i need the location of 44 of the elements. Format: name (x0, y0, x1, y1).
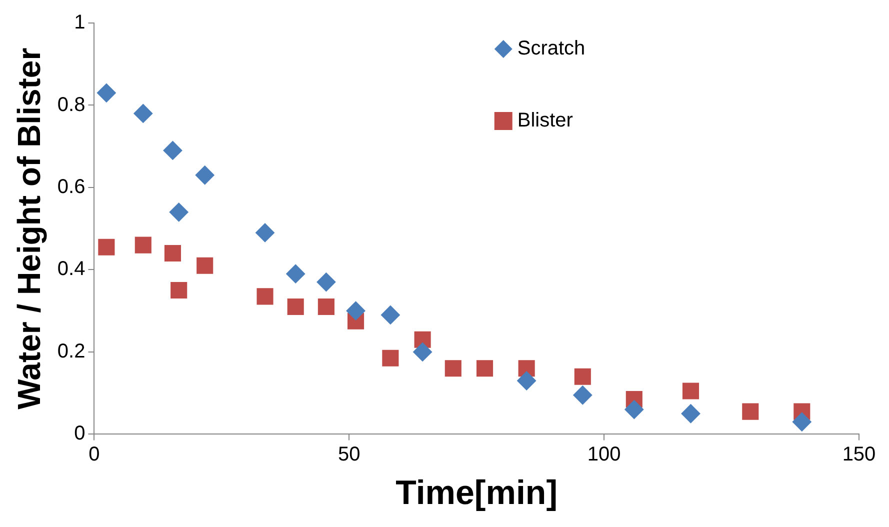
point (380, 305, 400, 324)
x-tick-label: 150 (842, 444, 876, 466)
point (256, 223, 275, 242)
point (517, 371, 536, 390)
y-tick-label: 0.8 (57, 94, 86, 116)
point (682, 382, 700, 400)
point (681, 404, 700, 424)
point (413, 342, 432, 362)
point (316, 272, 336, 292)
point (792, 412, 812, 432)
point (134, 236, 152, 254)
point (286, 264, 306, 284)
point (96, 83, 116, 102)
point (195, 166, 214, 185)
legend-label: Blister (517, 110, 574, 132)
point (169, 202, 188, 222)
x-tick-label: 100 (587, 444, 621, 466)
point (196, 257, 214, 274)
point (444, 360, 462, 377)
legend-label: Scratch (517, 38, 586, 60)
point (163, 140, 182, 160)
x-tick-label: 50 (338, 444, 360, 466)
x-axis-title: Time[min] (396, 474, 558, 512)
y-tick-label: 1 (74, 12, 86, 34)
point (164, 244, 181, 262)
point (476, 360, 494, 377)
point (134, 104, 153, 123)
point (573, 386, 592, 405)
y-tick-label: 0 (74, 422, 86, 445)
point (170, 282, 188, 299)
y-axis-title: Water / Height of Blister (11, 48, 48, 410)
point (98, 238, 115, 256)
y-tick-label: 0.4 (57, 258, 86, 280)
y-tick-label: 0.6 (57, 176, 86, 198)
x-tick-label: 0 (88, 444, 100, 466)
point (318, 298, 334, 316)
point (256, 288, 274, 305)
point (382, 350, 399, 366)
point (574, 368, 591, 385)
y-tick-label: 0.2 (57, 340, 86, 362)
point (346, 301, 366, 320)
point (624, 400, 644, 420)
point (287, 298, 304, 316)
point (742, 403, 759, 420)
